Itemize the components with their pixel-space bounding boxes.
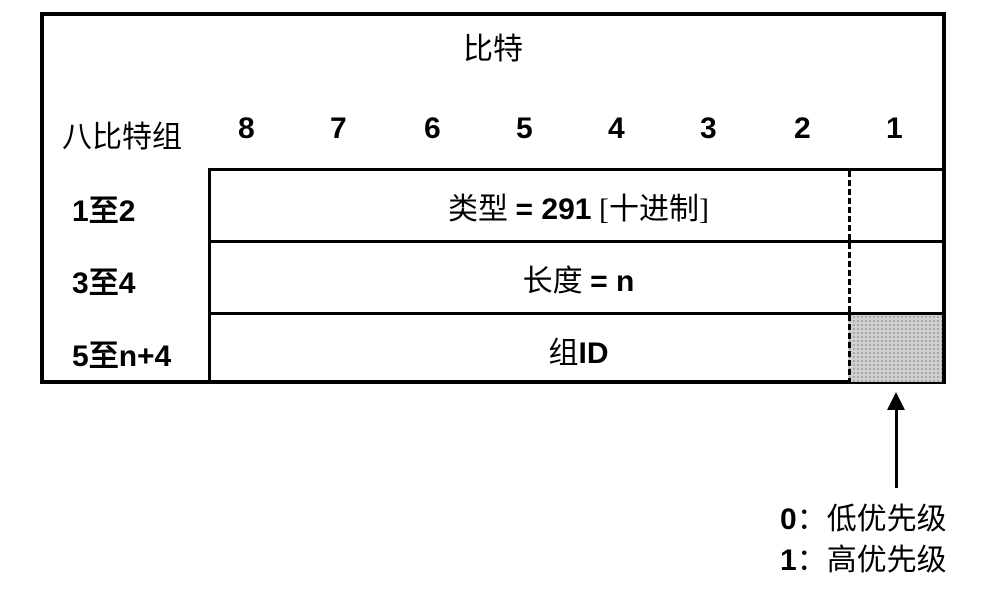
- legend-row-high: 1：高优先级: [780, 541, 947, 582]
- bit-num-3: 3: [700, 112, 717, 146]
- row-label-1-2: 1至2: [72, 186, 135, 230]
- legend-text: 低优先级: [827, 503, 947, 536]
- row-label-num: 2: [119, 195, 136, 228]
- legend-sep: ：: [797, 544, 827, 577]
- row-label-num: 5: [72, 340, 89, 373]
- row-label-num: 4: [119, 267, 136, 300]
- row-text: [十进制]: [591, 193, 708, 226]
- bit-num-1: 1: [886, 112, 903, 146]
- row-box-length: 长度 = n: [208, 240, 946, 312]
- row-text-en: ID: [579, 337, 609, 370]
- row-label-sep: 至: [89, 340, 119, 373]
- legend-row-low: 0：低优先级: [780, 500, 947, 541]
- bit-num-7: 7: [330, 112, 347, 146]
- legend-sep: ：: [797, 503, 827, 536]
- row-label-num: 3: [72, 267, 89, 300]
- row-content-length: 长度 = n: [523, 256, 635, 300]
- row-text: 类型: [448, 193, 516, 226]
- bit-num-2: 2: [794, 112, 811, 146]
- row-box-groupid: 组ID: [208, 312, 946, 384]
- bit-num-6: 6: [424, 112, 441, 146]
- row-label-3-4: 3至4: [72, 258, 135, 302]
- row-content-type: 类型 = 291 [十进制]: [448, 184, 709, 228]
- row-text-en: = n: [590, 265, 634, 298]
- row-label-num: 1: [72, 195, 89, 228]
- shaded-bit1-cell: [848, 315, 942, 382]
- bit-num-4: 4: [608, 112, 625, 146]
- legend-code: 0: [780, 503, 797, 536]
- bit-num-5: 5: [516, 112, 533, 146]
- bit1-divider-dash: [848, 171, 851, 384]
- diagram-canvas: 比特 八比特组 8 7 6 5 4 3 2 1 1至2 3至4 5至n+4 类型…: [0, 0, 1000, 594]
- row-label-sep: 至: [89, 195, 119, 228]
- row-label-sep: 至: [89, 267, 119, 300]
- row-label-5-n4: 5至n+4: [72, 331, 171, 375]
- row-text: 长度: [523, 265, 591, 298]
- octet-group-label: 八比特组: [62, 112, 182, 156]
- row-label-num: n+4: [119, 340, 172, 373]
- legend-text: 高优先级: [827, 544, 947, 577]
- bit-title: 比特: [40, 24, 946, 68]
- row-content-groupid: 组ID: [549, 328, 609, 372]
- row-text-en: = 291: [516, 193, 592, 226]
- priority-legend: 0：低优先级 1：高优先级: [780, 500, 947, 581]
- arrow-line: [895, 410, 898, 488]
- row-text: 组: [549, 337, 579, 370]
- legend-code: 1: [780, 544, 797, 577]
- arrow-head-icon: [887, 392, 905, 410]
- row-box-type: 类型 = 291 [十进制]: [208, 168, 946, 240]
- bit-num-8: 8: [238, 112, 255, 146]
